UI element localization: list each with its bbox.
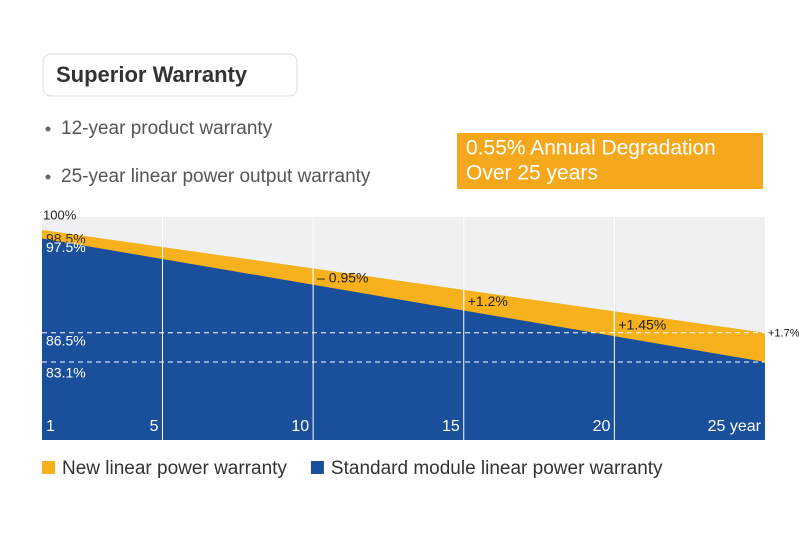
badge-text: Over 25 years	[466, 162, 598, 185]
annotation: +1.45%	[618, 316, 666, 332]
legend-label: New linear power warranty	[62, 458, 287, 479]
annotation: +1.2%	[468, 293, 508, 309]
x-tick-label: 25 year	[708, 418, 762, 435]
title: Superior Warranty	[56, 62, 248, 87]
value-label: 97.5%	[46, 239, 86, 255]
annotation: +1.7%	[768, 327, 799, 339]
bullet: 25-year linear power output warranty	[61, 166, 371, 187]
y-tick-label: 83.1%	[46, 365, 86, 381]
title-box	[42, 53, 298, 97]
bullet-dot	[45, 126, 51, 132]
bullet-dot	[45, 174, 51, 180]
area	[42, 238, 765, 440]
y-tick-label: 100%	[43, 207, 77, 222]
annotation: – 0.95%	[317, 269, 368, 285]
y-tick-label: 86.5%	[46, 332, 86, 348]
badge-text: 0.55% Annual Degradation	[466, 137, 716, 160]
bullet: 12-year product warranty	[61, 118, 273, 139]
badge	[457, 133, 763, 189]
legend-swatch	[42, 461, 55, 474]
legend-swatch	[310, 461, 324, 474]
x-tick-label: 10	[291, 418, 309, 435]
x-tick-label: 5	[150, 418, 159, 435]
x-tick-label: 1	[46, 418, 55, 435]
x-tick-label: 15	[442, 418, 460, 435]
x-tick-label: 20	[593, 418, 611, 435]
value-label: 98.5%	[46, 231, 86, 247]
legend-label: Standard module linear power warranty	[331, 458, 663, 479]
